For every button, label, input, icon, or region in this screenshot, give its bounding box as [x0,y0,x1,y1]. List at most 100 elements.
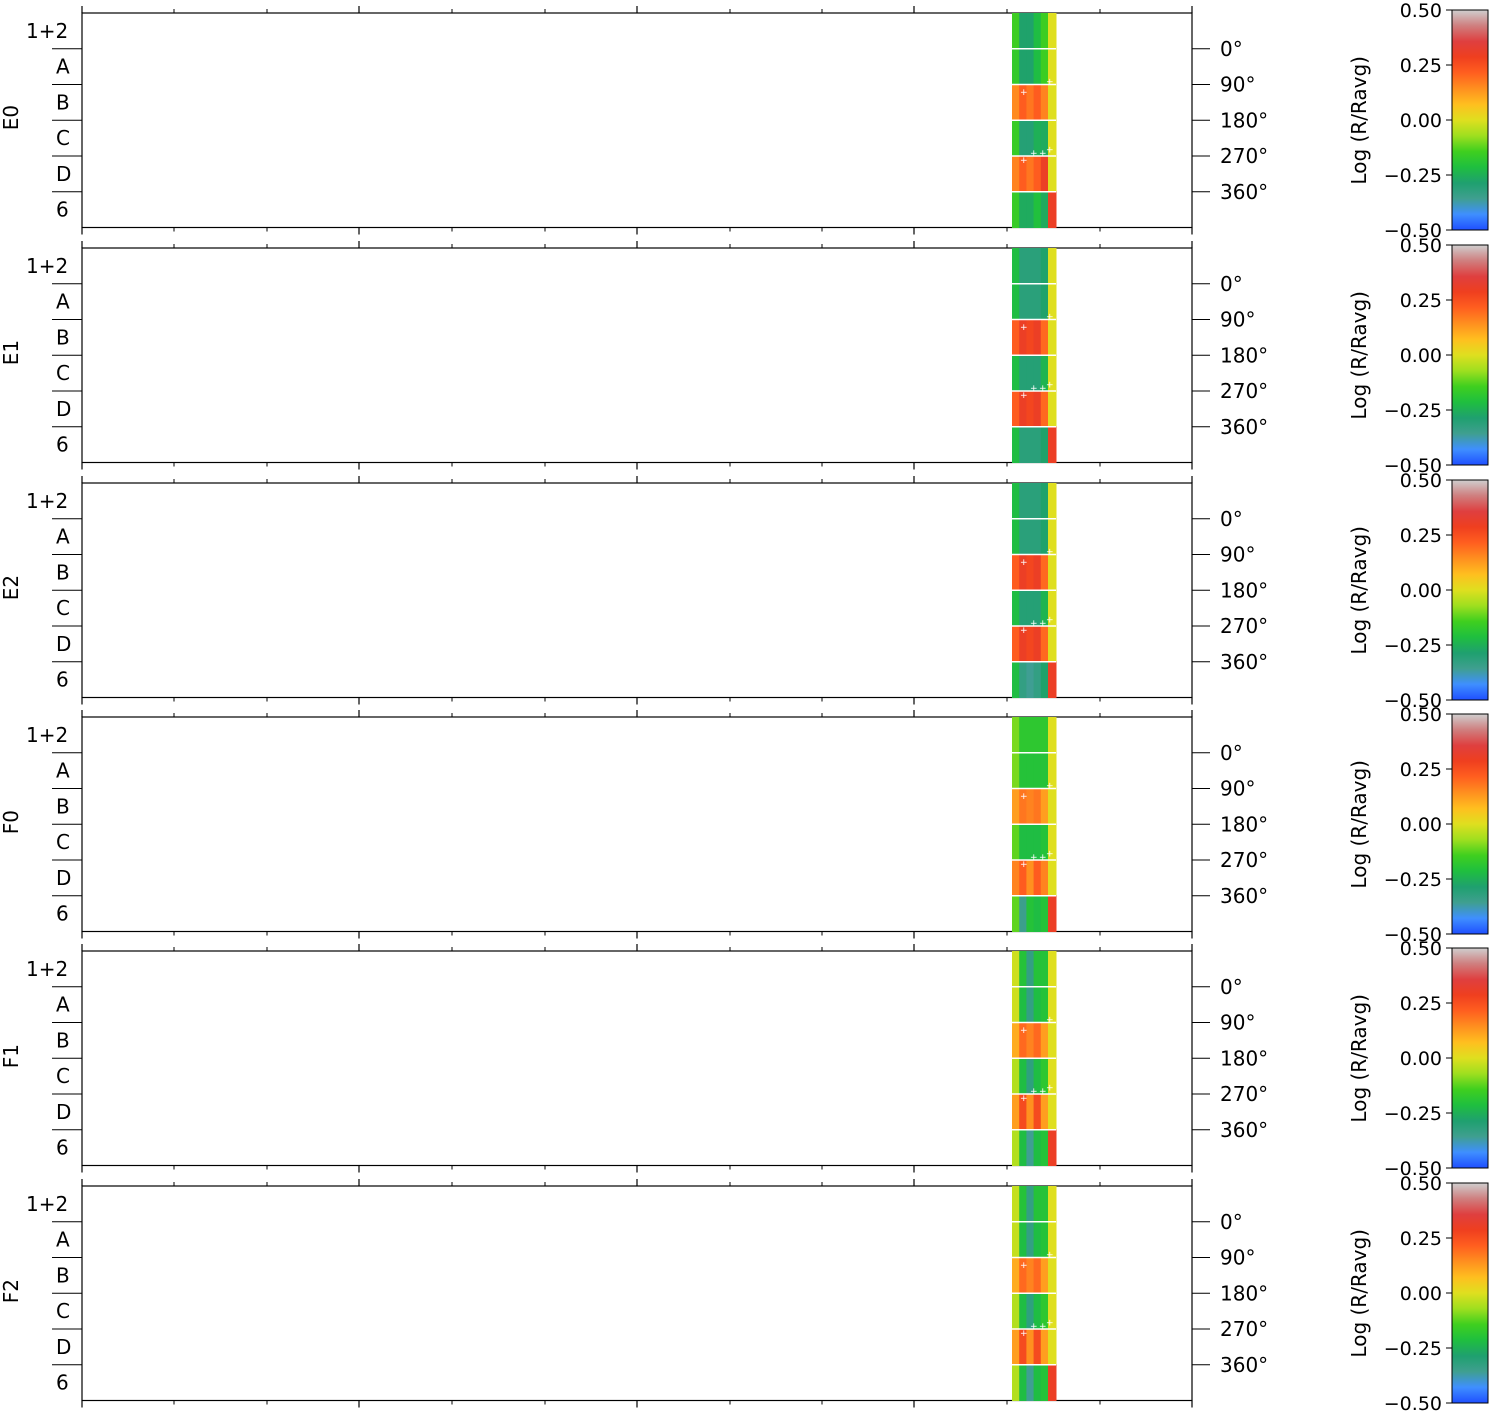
heat-cell [1019,48,1027,85]
heat-cell [1040,895,1049,932]
heat-cell [1026,355,1035,392]
colorbar-title: Log (R/Ravg) [1347,56,1371,185]
panel-name: E1 [0,340,23,365]
heat-cell [1033,788,1042,825]
heat-cell [1048,48,1057,85]
heat-cell [1012,426,1020,463]
heat-cell [1019,483,1027,520]
heat-cell [1026,426,1035,463]
heat-cell [1033,483,1042,520]
heat-cell [1012,860,1020,897]
heat-cell [1026,156,1035,193]
panel-name: E2 [0,575,23,600]
colorbar-tick-label: −0.50 [1384,1158,1442,1180]
heat-cell [1026,518,1035,555]
heat-cell [1012,626,1020,663]
phase-label: 90° [1220,777,1255,801]
heat-cell [1048,986,1057,1023]
heat-cell [1012,191,1020,228]
marker: + [1030,1322,1038,1332]
marker: + [1039,149,1047,159]
heat-cell [1019,626,1027,663]
heat-cell [1048,1129,1057,1166]
phase-label: 180° [1220,1046,1268,1070]
marker: + [1046,1083,1054,1093]
phase-label: 90° [1220,73,1255,97]
colorbar-tick-label: 0.00 [1400,345,1442,367]
heat-cell [1019,120,1027,157]
marker: + [1020,626,1028,636]
heat-cell [1040,1022,1049,1059]
heat-cell [1012,120,1020,157]
colorbar-title: Log (R/Ravg) [1347,994,1371,1123]
heat-cell [1040,752,1049,789]
heat-cell [1048,156,1057,193]
heat-cell [1012,824,1020,861]
panel-name: F2 [0,1279,23,1303]
heat-cell [1026,626,1035,663]
row-label: B [56,90,70,114]
colorbar [1451,947,1489,1169]
heat-cell [1040,860,1049,897]
heat-cell [1026,1221,1035,1258]
panel-name: F0 [0,810,23,834]
colorbar-title: Log (R/Ravg) [1347,760,1371,889]
colorbar-tick-label: 0.00 [1400,1283,1442,1305]
row-label: B [56,1263,70,1287]
heat-cell [1012,248,1020,285]
marker: + [1046,78,1054,88]
phase-label: 180° [1220,343,1268,367]
row-label: 1+2 [26,957,68,981]
heat-cell [1048,518,1057,555]
colorbar [1451,713,1489,935]
heat-cell [1040,590,1049,627]
heat-cell [1040,391,1049,428]
row-label: C [56,126,70,150]
heat-cell [1033,1329,1042,1366]
heat-cell [1033,1257,1042,1294]
heat-cell [1012,788,1020,825]
phase-label: 180° [1220,812,1268,836]
colorbar-tick-label: 0.50 [1400,704,1442,726]
heat-cell [1048,661,1057,698]
phase-label: 0° [1220,975,1243,999]
heat-cell [1040,788,1049,825]
marker: + [1020,558,1028,568]
heat-cell [1033,248,1042,285]
phase-label: 0° [1220,741,1243,765]
heat-cell [1026,191,1035,228]
heat-cell [1040,84,1049,121]
heat-cell [1033,1129,1042,1166]
colorbar-tick-label: 0.50 [1400,470,1442,492]
heat-cell [1033,84,1042,121]
heat-cell [1019,895,1027,932]
panel-name: E0 [0,105,23,130]
heat-cell [1012,1094,1020,1131]
marker: + [1020,1094,1028,1104]
heat-cell [1012,1293,1020,1330]
heat-cell [1019,752,1027,789]
marker: + [1046,1318,1054,1328]
phase-label: 270° [1220,848,1268,872]
heat-cell [1048,426,1057,463]
row-label: 1+2 [26,1192,68,1216]
heat-cell [1026,717,1035,754]
heat-cell [1019,1221,1027,1258]
heat-cell [1040,191,1049,228]
heat-cell [1012,13,1020,50]
colorbar-tick-label: −0.50 [1384,455,1442,477]
marker: + [1020,391,1028,401]
colorbar-tick-label: 0.25 [1400,1228,1442,1250]
heat-cell [1026,84,1035,121]
colorbar-tick-label: 0.50 [1400,1173,1442,1195]
heat-cell [1040,986,1049,1023]
phase-label: 270° [1220,144,1268,168]
colorbar [1451,479,1489,701]
heat-cell [1019,1186,1027,1223]
marker: + [1030,149,1038,159]
heat-cell [1019,1329,1027,1366]
marker: + [1046,380,1054,390]
phase-label: 0° [1220,272,1243,296]
heat-cell [1048,120,1057,157]
colorbar-tick-label: −0.25 [1384,869,1442,891]
